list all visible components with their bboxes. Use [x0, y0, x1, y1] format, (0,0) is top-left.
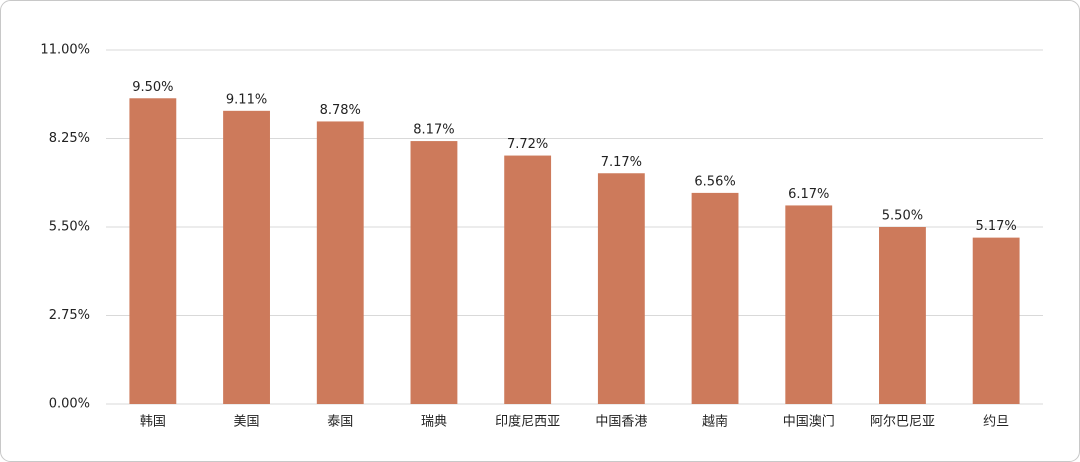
value-label: 5.50%	[882, 209, 923, 224]
x-tick-label: 中国香港	[595, 415, 647, 430]
value-label: 8.17%	[413, 123, 454, 138]
bar	[129, 98, 177, 404]
y-tick-label: 11.00%	[40, 43, 90, 58]
x-tick-label: 越南	[702, 414, 728, 430]
x-tick-label: 泰国	[327, 415, 353, 430]
bar	[410, 141, 458, 405]
bar	[504, 155, 552, 404]
x-tick-label: 约旦	[983, 415, 1009, 430]
y-tick-label: 0.00%	[49, 397, 90, 412]
x-tick-label: 阿尔巴尼亚	[870, 415, 935, 430]
x-tick-label: 印度尼西亚	[495, 414, 560, 430]
bar	[879, 227, 926, 404]
value-label: 9.11%	[226, 92, 267, 107]
bar	[316, 121, 364, 404]
value-label: 6.56%	[694, 174, 735, 189]
value-label: 5.17%	[975, 219, 1016, 234]
bar	[691, 192, 739, 404]
y-tick-label: 5.50%	[49, 220, 90, 235]
value-label: 7.17%	[601, 155, 642, 170]
bar	[223, 110, 270, 404]
value-label: 8.78%	[320, 103, 361, 118]
x-tick-label: 美国	[234, 415, 260, 430]
bar	[785, 205, 833, 404]
y-tick-label: 8.25%	[49, 131, 90, 146]
bar	[597, 173, 645, 404]
value-label: 7.72%	[507, 137, 548, 152]
x-tick-label: 瑞典	[421, 415, 447, 430]
y-tick-label: 2.75%	[49, 308, 90, 323]
value-label: 6.17%	[788, 187, 829, 202]
x-tick-label: 韩国	[140, 415, 166, 430]
value-label: 9.50%	[132, 80, 173, 95]
x-tick-label: 中国澳门	[783, 414, 835, 430]
bar	[972, 237, 1020, 404]
